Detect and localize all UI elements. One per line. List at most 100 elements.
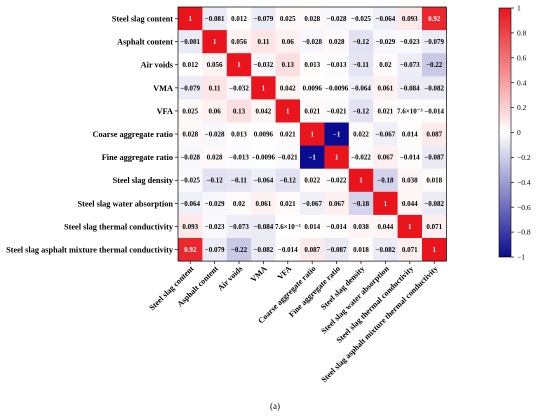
- cell-value-label: 0.056: [231, 38, 247, 46]
- cell-value-label: 0.014: [402, 131, 418, 139]
- row-label: Steel slag thermal conductivity: [64, 222, 174, 231]
- heatmap-cell: [300, 122, 325, 146]
- heatmap-cell: [397, 191, 423, 216]
- cell-value-label: −0.028: [205, 131, 225, 139]
- cell-value-label: 0.022: [353, 131, 369, 139]
- cell-value-label: −0.087: [327, 246, 347, 254]
- cell-value-label: 0.13: [282, 61, 295, 69]
- heatmap-cell: [275, 99, 301, 123]
- heatmap-cell: [324, 30, 350, 54]
- heatmap-cell: [226, 168, 252, 193]
- heatmap-cell: [300, 76, 325, 100]
- heatmap-cell: [324, 122, 350, 146]
- heatmap-cell: [178, 99, 203, 123]
- heatmap-cell: [178, 168, 203, 193]
- heatmap-cell: [373, 122, 398, 146]
- cell-value-label: 0.071: [426, 223, 442, 231]
- heatmap-cell: [178, 7, 203, 31]
- heatmap-cell: [300, 191, 325, 216]
- heatmap-cell: [373, 214, 398, 239]
- heatmap-cell: [300, 30, 325, 54]
- row-label: Steel slag content: [112, 14, 174, 23]
- heatmap-cell: [202, 53, 228, 77]
- heatmap-cell: [397, 99, 423, 123]
- column-label: Steel slag asphalt mixture thermal condu…: [319, 264, 439, 384]
- cell-value-label: 0.0096: [303, 84, 323, 92]
- heatmap-cell: [348, 7, 374, 31]
- heatmap-cell: [178, 238, 203, 262]
- heatmap-cell: [373, 238, 398, 262]
- cell-value-label: −0.073: [229, 223, 249, 231]
- cell-value-label: 0.042: [256, 107, 272, 115]
- heatmap-cell: [348, 238, 374, 262]
- cell-value-label: 0.021: [378, 107, 394, 115]
- cell-value-label: 0.038: [353, 223, 369, 231]
- cell-value-label: −0.013: [229, 154, 249, 162]
- cell-value-label: −0.082: [376, 246, 396, 254]
- heatmap-cell: [202, 99, 228, 123]
- cell-value-label: −0.014: [424, 107, 444, 115]
- heatmap-cell: [300, 238, 325, 262]
- cell-value-label: 0.056: [207, 61, 223, 69]
- heatmap-cell: [275, 53, 301, 77]
- cell-value-label: −0.028: [302, 38, 322, 46]
- cell-value-label: 0.012: [231, 15, 247, 23]
- heatmap-cell-labels: 1 −0.081 0.012 −0.079 0.025 0.028 −0.028 −0.025…: [180, 15, 444, 254]
- figure-caption: (a): [270, 401, 280, 411]
- row-label: Steel slag water absorption: [78, 199, 174, 208]
- cell-value-label: −0.0096: [252, 154, 276, 162]
- cell-value-label: −0.029: [376, 38, 396, 46]
- row-label: Asphalt content: [117, 38, 173, 47]
- heatmap-cell: [275, 76, 301, 100]
- heatmap-cells: [178, 7, 447, 262]
- heatmap-cell: [324, 76, 350, 100]
- cell-value-label: 0.071: [402, 246, 418, 254]
- heatmap-cell: [300, 99, 325, 123]
- cell-value-label: −0.014: [278, 246, 298, 254]
- heatmap-cell: [348, 168, 374, 193]
- heatmap-cell: [226, 238, 252, 262]
- cell-value-label: −0.18: [377, 177, 394, 185]
- colorbar-tick-label: 0.6: [517, 53, 527, 62]
- colorbar-tick-label: 0.4: [517, 78, 527, 87]
- cell-value-label: 7.6×10⁻³: [275, 223, 301, 231]
- cell-value-label: −0.022: [351, 154, 371, 162]
- colorbar-tick-label: 1: [517, 4, 521, 13]
- cell-value-label: 0.087: [426, 131, 442, 139]
- heatmap-cell: [300, 168, 325, 193]
- cell-value-label: −0.025: [351, 15, 371, 23]
- cell-value-label: −0.084: [254, 223, 274, 231]
- heatmap-cell: [348, 191, 374, 216]
- cell-value-label: −1: [308, 154, 316, 162]
- heatmap-cell: [178, 145, 203, 169]
- cell-value-label: 0.018: [426, 177, 442, 185]
- heatmap-cell: [300, 214, 325, 239]
- heatmap-cell: [300, 53, 325, 77]
- colorbar-gradient: [498, 7, 512, 258]
- cell-value-label: 1: [237, 61, 241, 69]
- heatmap-cell: [422, 30, 447, 54]
- cell-value-label: −0.014: [400, 154, 420, 162]
- cell-value-label: −0.064: [376, 15, 396, 23]
- heatmap-cell: [422, 145, 447, 169]
- heatmap-cell: [373, 168, 398, 193]
- heatmap-cell: [324, 99, 350, 123]
- cell-value-label: −0.067: [302, 200, 322, 208]
- row-axis: Steel slag content Asphalt content Air voi…: [6, 14, 178, 254]
- heatmap-cell: [202, 214, 228, 239]
- cell-value-label: 0.061: [378, 84, 394, 92]
- colorbar-tick-label: −1: [517, 253, 525, 262]
- cell-value-label: −0.12: [353, 38, 370, 46]
- heatmap-cell: [226, 30, 252, 54]
- heatmap-cell: [251, 76, 276, 100]
- heatmap-cell: [422, 99, 447, 123]
- heatmap-cell: [202, 145, 228, 169]
- row-label: VFA: [157, 107, 173, 116]
- cell-value-label: −0.064: [180, 200, 200, 208]
- heatmap-cell: [226, 53, 252, 77]
- cell-value-label: 0.022: [304, 177, 320, 185]
- heatmap-cell: [373, 30, 398, 54]
- heatmap-cell: [348, 145, 374, 169]
- row-label: Steel slag density: [113, 176, 174, 185]
- heatmap-cell: [202, 122, 228, 146]
